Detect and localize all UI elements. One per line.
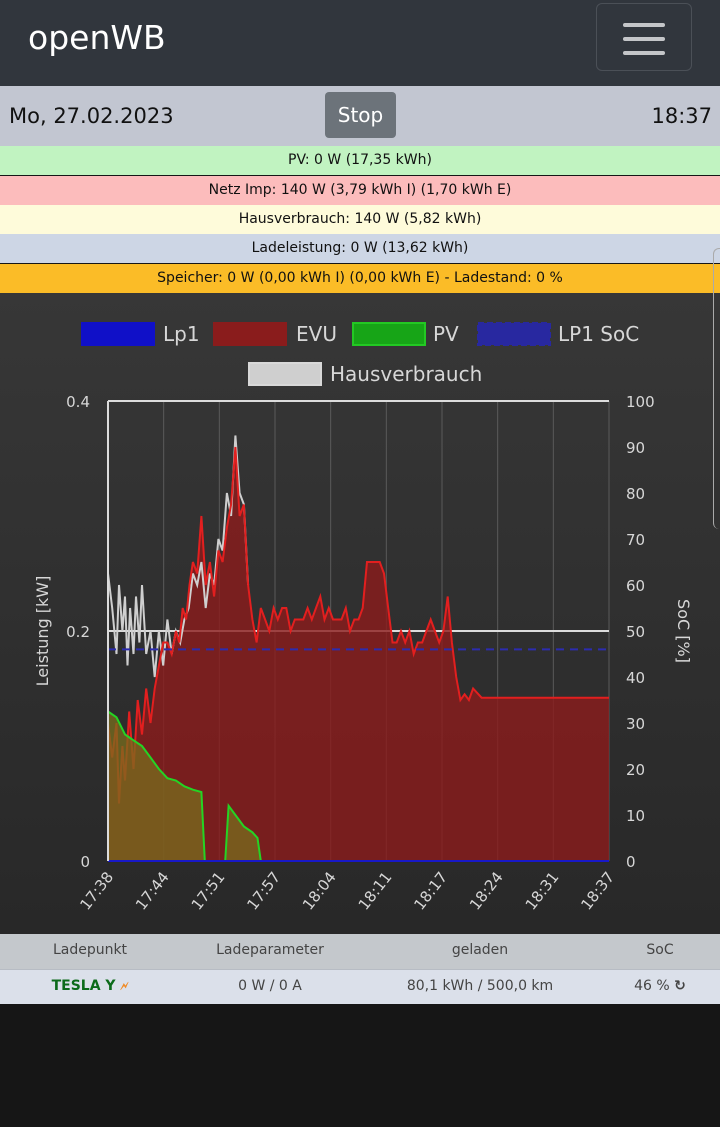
y-tick-label-right: 10 (626, 807, 645, 825)
hamburger-line (623, 51, 665, 55)
soc-text: 46 % (634, 978, 670, 994)
legend-label: EVU (296, 322, 337, 346)
status-pv: PV: 0 W (17,35 kWh) (0, 146, 720, 175)
chart-plot (107, 435, 609, 862)
column-header: Ladepunkt (52, 942, 128, 958)
legend-label: Hausverbrauch (330, 362, 482, 386)
y-tick-label-right: 90 (626, 439, 645, 457)
y-axis-label-right: SoC [%] (674, 599, 693, 663)
legend-swatch (213, 322, 287, 346)
legend-label: PV (433, 322, 459, 346)
y-tick-label-left: 0 (80, 853, 90, 871)
status-storage: Speicher: 0 W (0,00 kWh I) (0,00 kWh E) … (0, 264, 720, 293)
status-house: Hausverbrauch: 140 W (5,82 kWh) (0, 205, 720, 234)
power-chart: Lp1 EVU PV LP1 SoC Hausverbrauch 0 0.2 0.4 0 10 2… (33, 322, 693, 914)
chargepoint-table: Ladepunkt Ladeparameter geladen SoC TESL… (0, 934, 720, 1004)
chart-legend: Lp1 EVU PV LP1 SoC Hausverbrauch (81, 322, 639, 386)
x-tick-label: 18:37 (577, 868, 618, 913)
column-header: geladen (451, 942, 509, 958)
legend-swatch (81, 322, 155, 346)
charged-amount: 80,1 kWh / 500,0 km (406, 978, 554, 994)
x-tick-label: 17:57 (243, 868, 284, 913)
y-axis-label-left: Leistung [kW] (33, 576, 52, 687)
legend-swatch (352, 322, 426, 346)
y-tick-label-right: 40 (626, 669, 645, 687)
time-label: 18:37 (651, 104, 712, 128)
x-tick-label: 17:51 (188, 868, 229, 913)
evu-area (108, 447, 609, 861)
plug-icon: 🗲 (120, 979, 129, 993)
legend-swatch (477, 322, 551, 346)
legend-label: LP1 SoC (558, 322, 639, 346)
legend-label: Lp1 (163, 322, 200, 346)
y-tick-label-left: 0.2 (66, 623, 90, 641)
y-tick-label-right: 70 (626, 531, 645, 549)
hamburger-line (623, 37, 665, 41)
pv-line (107, 710, 609, 862)
column-header: Ladeparameter (216, 942, 324, 958)
pv-area (108, 711, 609, 861)
legend-swatch (248, 362, 322, 386)
y-tick-label-right: 80 (626, 485, 645, 503)
hamburger-line (623, 23, 665, 27)
status-grid: Netz Imp: 140 W (3,79 kWh I) (1,70 kWh E… (0, 176, 720, 205)
status-charging: Ladeleistung: 0 W (13,62 kWh) (0, 234, 720, 263)
x-tick-label: 18:04 (299, 868, 340, 913)
evu-line (107, 446, 609, 804)
y-tick-label-right: 50 (626, 623, 645, 641)
y-tick-label-right: 20 (626, 761, 645, 779)
chargepoint-name-text: TESLA Y (51, 978, 116, 994)
y-tick-label-right: 100 (626, 393, 655, 411)
x-tick-label: 18:11 (355, 868, 396, 913)
x-tick-label: 17:38 (76, 868, 117, 913)
x-tick-label: 17:44 (132, 868, 173, 913)
chargepoint-name[interactable]: TESLA Y 🗲 (0, 970, 180, 1004)
date-label: Mo, 27.02.2023 (9, 104, 174, 128)
y-tick-label-right: 30 (626, 715, 645, 733)
table-header: Ladepunkt Ladeparameter geladen SoC (0, 934, 720, 969)
menu-toggle-button[interactable] (596, 3, 692, 71)
stop-button[interactable]: Stop (325, 92, 396, 138)
scrollbar[interactable] (713, 248, 720, 529)
x-tick-label: 18:31 (522, 868, 563, 913)
soc-value: 46 % ↻ (600, 970, 720, 1004)
y-tick-label-right: 60 (626, 577, 645, 595)
y-tick-label-left: 0.4 (66, 393, 90, 411)
column-header: SoC (646, 942, 674, 958)
table-row: TESLA Y 🗲 0 W / 0 A 80,1 kWh / 500,0 km … (0, 969, 720, 1004)
y-tick-label-right: 0 (626, 853, 636, 871)
x-tick-label: 18:24 (466, 868, 507, 913)
navbar: openWB (0, 0, 720, 86)
refresh-icon[interactable]: ↻ (674, 978, 686, 994)
app-title[interactable]: openWB (28, 18, 166, 57)
x-tick-label: 18:17 (410, 868, 451, 913)
charge-params: 0 W / 0 A (238, 978, 302, 994)
